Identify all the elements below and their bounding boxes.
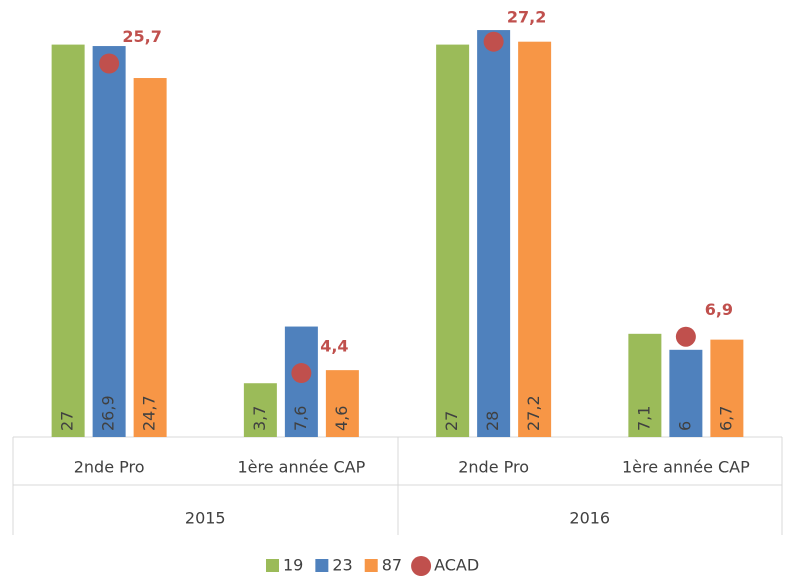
data-label: 28 — [483, 411, 502, 431]
bar — [325, 370, 359, 437]
acad-marker — [675, 326, 696, 347]
group-label: 2015 — [185, 509, 226, 528]
data-label: 27,2 — [524, 395, 543, 431]
data-label: 6 — [675, 421, 694, 431]
bar — [92, 46, 126, 437]
legend-label: ACAD — [434, 556, 479, 575]
group-label: 2016 — [569, 509, 610, 528]
data-label: 6,9 — [705, 300, 733, 319]
data-label: 6,7 — [716, 406, 735, 431]
data-label: 4,6 — [332, 406, 351, 431]
bar — [133, 78, 167, 437]
legend-swatch — [266, 559, 279, 572]
bar — [669, 349, 703, 437]
acad-marker — [291, 363, 312, 384]
legend-swatch — [315, 559, 329, 572]
data-label: 27,2 — [507, 8, 546, 27]
data-label: 26,9 — [99, 395, 118, 431]
legend-label: 87 — [382, 556, 402, 575]
x-tick-label: 1ère année CAP — [622, 458, 750, 477]
x-tick-label: 1ère année CAP — [237, 458, 365, 477]
bar — [710, 339, 744, 437]
legend-label: 19 — [283, 556, 303, 575]
x-tick-label: 2nde Pro — [458, 458, 529, 477]
data-label: 3,7 — [250, 406, 269, 431]
data-label: 4,4 — [320, 337, 348, 356]
legend-marker — [411, 556, 432, 576]
bar — [477, 30, 511, 438]
acad-marker — [99, 53, 120, 74]
x-tick-label: 2nde Pro — [74, 458, 145, 477]
data-label: 24,7 — [140, 395, 159, 431]
bar — [243, 383, 277, 437]
acad-marker — [483, 31, 504, 52]
legend-swatch — [364, 559, 378, 572]
data-label: 25,7 — [122, 27, 161, 46]
data-label: 7,1 — [634, 406, 653, 431]
data-label: 27 — [58, 411, 77, 431]
bar — [436, 44, 470, 437]
data-label: 7,6 — [291, 406, 310, 431]
data-label: 27 — [442, 411, 461, 431]
legend-label: 23 — [332, 556, 352, 575]
bar — [628, 333, 662, 437]
bar — [518, 41, 552, 438]
bar — [51, 44, 85, 437]
